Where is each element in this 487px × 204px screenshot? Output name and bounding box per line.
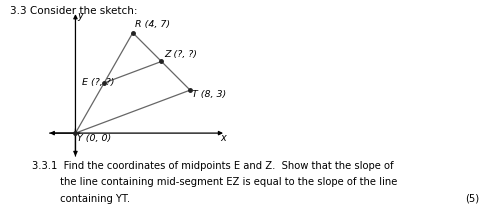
Text: x: x: [220, 133, 226, 143]
Text: 3.3.1  Find the coordinates of midpoints E and Z.  Show that the slope of: 3.3.1 Find the coordinates of midpoints …: [32, 160, 393, 170]
Text: E (?, ?): E (?, ?): [82, 78, 114, 86]
Text: R (4, 7): R (4, 7): [135, 20, 170, 29]
Text: y: y: [77, 11, 83, 21]
Text: T (8, 3): T (8, 3): [192, 90, 226, 99]
Text: Z (?, ?): Z (?, ?): [164, 50, 197, 59]
Text: Y (0, 0): Y (0, 0): [77, 134, 111, 143]
Text: (5): (5): [466, 193, 480, 203]
Text: 3.3 Consider the sketch:: 3.3 Consider the sketch:: [10, 6, 137, 16]
Text: containing YT.: containing YT.: [32, 193, 130, 203]
Text: the line containing mid-segment EZ is equal to the slope of the line: the line containing mid-segment EZ is eq…: [32, 176, 397, 186]
